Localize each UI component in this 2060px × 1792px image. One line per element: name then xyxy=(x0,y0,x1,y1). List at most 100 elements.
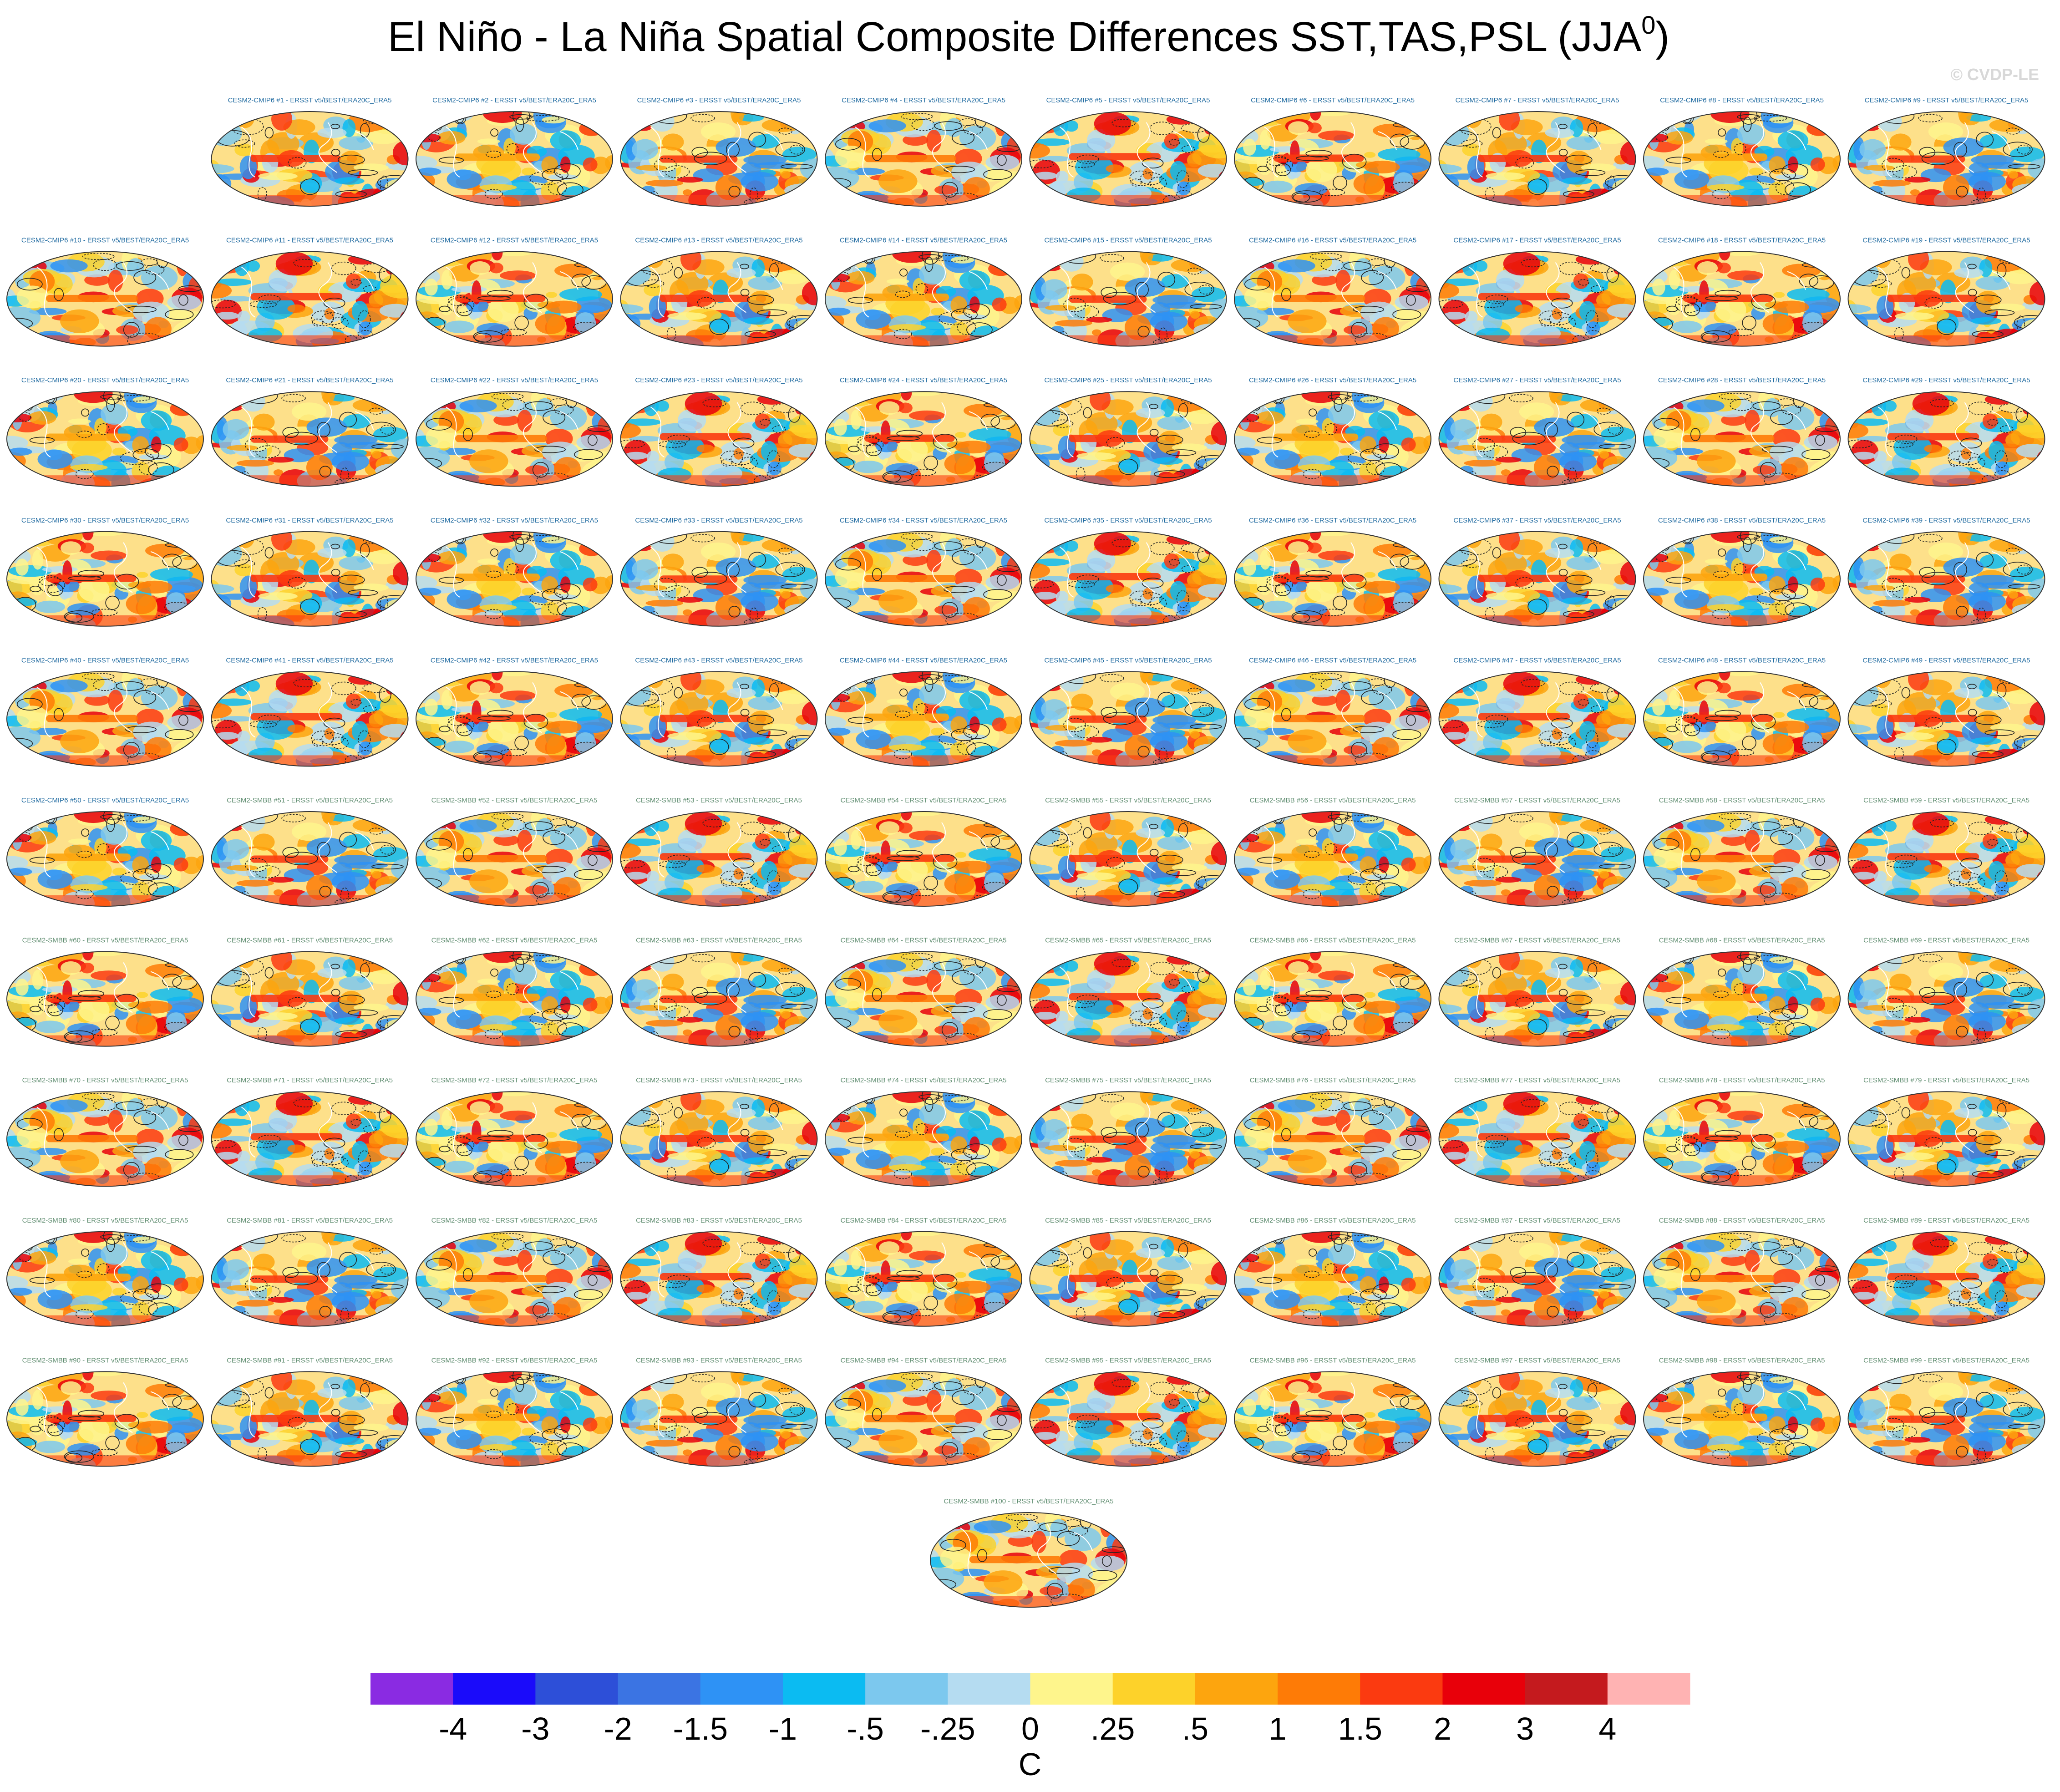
map-panel xyxy=(1030,1091,1227,1187)
map-outline xyxy=(416,671,613,767)
map-panel xyxy=(620,251,817,346)
map-panel xyxy=(1439,812,1636,906)
map-outline xyxy=(416,531,613,627)
map-outline xyxy=(1847,1231,2045,1327)
map-panel xyxy=(7,1091,203,1187)
map-outline xyxy=(211,1371,409,1467)
title: El Niño - La Niña Spatial Composite Diff… xyxy=(388,10,1669,60)
map-outline xyxy=(1847,811,2045,907)
map-image xyxy=(211,671,408,767)
map-panel xyxy=(1848,1371,2045,1467)
colorbar-label: 0 xyxy=(1021,1711,1039,1746)
panel-label: CESM2-SMBB #53 - ERSST v5/BEST/ERA20C_ER… xyxy=(636,797,802,804)
map-image xyxy=(211,951,408,1046)
map-image xyxy=(211,1091,408,1187)
map-outline xyxy=(6,811,204,907)
map-image xyxy=(1848,812,2045,906)
panel-label: CESM2-CMIP6 #35 - ERSST v5/BEST/ERA20C_E… xyxy=(1044,517,1212,524)
map-panel xyxy=(7,1231,203,1326)
panel-label: CESM2-SMBB #73 - ERSST v5/BEST/ERA20C_ER… xyxy=(636,1076,802,1084)
map-panel xyxy=(825,1231,1022,1326)
panel-label: CESM2-SMBB #59 - ERSST v5/BEST/ERA20C_ER… xyxy=(1863,797,2030,804)
map-image xyxy=(1234,671,1431,767)
map-image xyxy=(825,112,1022,206)
map-outline xyxy=(1234,1091,1431,1187)
map-panel xyxy=(825,671,1022,767)
map-outline xyxy=(1029,391,1227,487)
colorbar-box xyxy=(700,1673,783,1705)
map-panel xyxy=(1848,951,2045,1046)
panel-label: CESM2-CMIP6 #9 - ERSST v5/BEST/ERA20C_ER… xyxy=(1865,96,2029,104)
map-outline xyxy=(825,1231,1022,1327)
map-image xyxy=(7,1231,203,1326)
map-panel xyxy=(620,112,817,206)
panel-label: CESM2-SMBB #72 - ERSST v5/BEST/ERA20C_ER… xyxy=(431,1076,598,1084)
map-image xyxy=(1439,251,1636,346)
map-image xyxy=(1644,112,1840,206)
panel-label: CESM2-CMIP6 #33 - ERSST v5/BEST/ERA20C_E… xyxy=(635,517,802,524)
map-image xyxy=(7,391,203,487)
title-superscript: 0 xyxy=(1641,10,1655,39)
colorbar: -4 -3 -2 -1.5 -1 -.5 -.25 0 .25 .5 1 1.5 2 3 4 C xyxy=(370,1673,1690,1782)
colorbar-label: -.5 xyxy=(847,1711,884,1746)
map-panel xyxy=(1848,671,2045,767)
map-image xyxy=(1234,951,1431,1046)
map-panel xyxy=(620,531,817,626)
map-panel xyxy=(1439,1231,1636,1326)
colorbar-label: -2 xyxy=(604,1711,632,1746)
panel-label: CESM2-SMBB #89 - ERSST v5/BEST/ERA20C_ER… xyxy=(1863,1217,2030,1224)
map-outline xyxy=(620,1091,818,1187)
map-outline xyxy=(1438,671,1636,767)
map-image xyxy=(7,251,203,346)
map-outline xyxy=(620,951,818,1047)
map-panel xyxy=(1644,112,1840,206)
map-image xyxy=(1030,951,1227,1046)
panel-label: CESM2-SMBB #100 - ERSST v5/BEST/ERA20C_E… xyxy=(944,1498,1113,1505)
map-outline xyxy=(620,531,818,627)
map-panel xyxy=(620,1091,817,1187)
map-outline xyxy=(1847,671,2045,767)
map-panel xyxy=(1644,391,1840,487)
panel-label: CESM2-CMIP6 #13 - ERSST v5/BEST/ERA20C_E… xyxy=(635,237,802,244)
panel-label: CESM2-CMIP6 #49 - ERSST v5/BEST/ERA20C_E… xyxy=(1862,656,2030,664)
panel-label: CESM2-CMIP6 #26 - ERSST v5/BEST/ERA20C_E… xyxy=(1249,376,1416,384)
map-outline xyxy=(1847,1371,2045,1467)
panel-label: CESM2-CMIP6 #14 - ERSST v5/BEST/ERA20C_E… xyxy=(840,237,1007,244)
map-outline xyxy=(1234,811,1431,907)
panel-label: CESM2-SMBB #95 - ERSST v5/BEST/ERA20C_ER… xyxy=(1045,1356,1211,1364)
colorbar-label: 2 xyxy=(1434,1711,1451,1746)
map-outline xyxy=(1847,111,2045,207)
map-outline xyxy=(1438,111,1636,207)
panel-label: CESM2-SMBB #78 - ERSST v5/BEST/ERA20C_ER… xyxy=(1659,1076,1825,1084)
map-image xyxy=(1644,1231,1840,1326)
panel-label: CESM2-SMBB #86 - ERSST v5/BEST/ERA20C_ER… xyxy=(1250,1217,1416,1224)
map-panel xyxy=(1848,531,2045,626)
map-panel xyxy=(416,1091,613,1187)
panel-label: CESM2-CMIP6 #25 - ERSST v5/BEST/ERA20C_E… xyxy=(1044,376,1212,384)
panel-label: CESM2-CMIP6 #1 - ERSST v5/BEST/ERA20C_ER… xyxy=(228,96,392,104)
map-panel xyxy=(1439,112,1636,206)
map-outline xyxy=(620,671,818,767)
map-outline xyxy=(1438,1091,1636,1187)
panel-label: CESM2-SMBB #83 - ERSST v5/BEST/ERA20C_ER… xyxy=(636,1217,802,1224)
map-image xyxy=(1234,531,1431,626)
panel-label: CESM2-CMIP6 #50 - ERSST v5/BEST/ERA20C_E… xyxy=(21,797,189,804)
map-outline xyxy=(211,1231,409,1327)
map-outline xyxy=(416,951,613,1047)
map-panel xyxy=(416,671,613,767)
map-image xyxy=(1848,251,2045,346)
map-outline xyxy=(825,1371,1022,1467)
map-image xyxy=(211,812,408,906)
map-outline xyxy=(1029,671,1227,767)
map-panel xyxy=(1439,671,1636,767)
colorbar-label: 1.5 xyxy=(1338,1711,1382,1746)
map-panel xyxy=(1030,1231,1227,1326)
panel-label: CESM2-SMBB #87 - ERSST v5/BEST/ERA20C_ER… xyxy=(1454,1217,1620,1224)
map-outline xyxy=(6,1231,204,1327)
map-outline xyxy=(1643,391,1841,487)
map-outline xyxy=(6,251,204,347)
map-panel xyxy=(1439,1371,1636,1467)
map-image xyxy=(1439,671,1636,767)
map-outline xyxy=(211,531,409,627)
